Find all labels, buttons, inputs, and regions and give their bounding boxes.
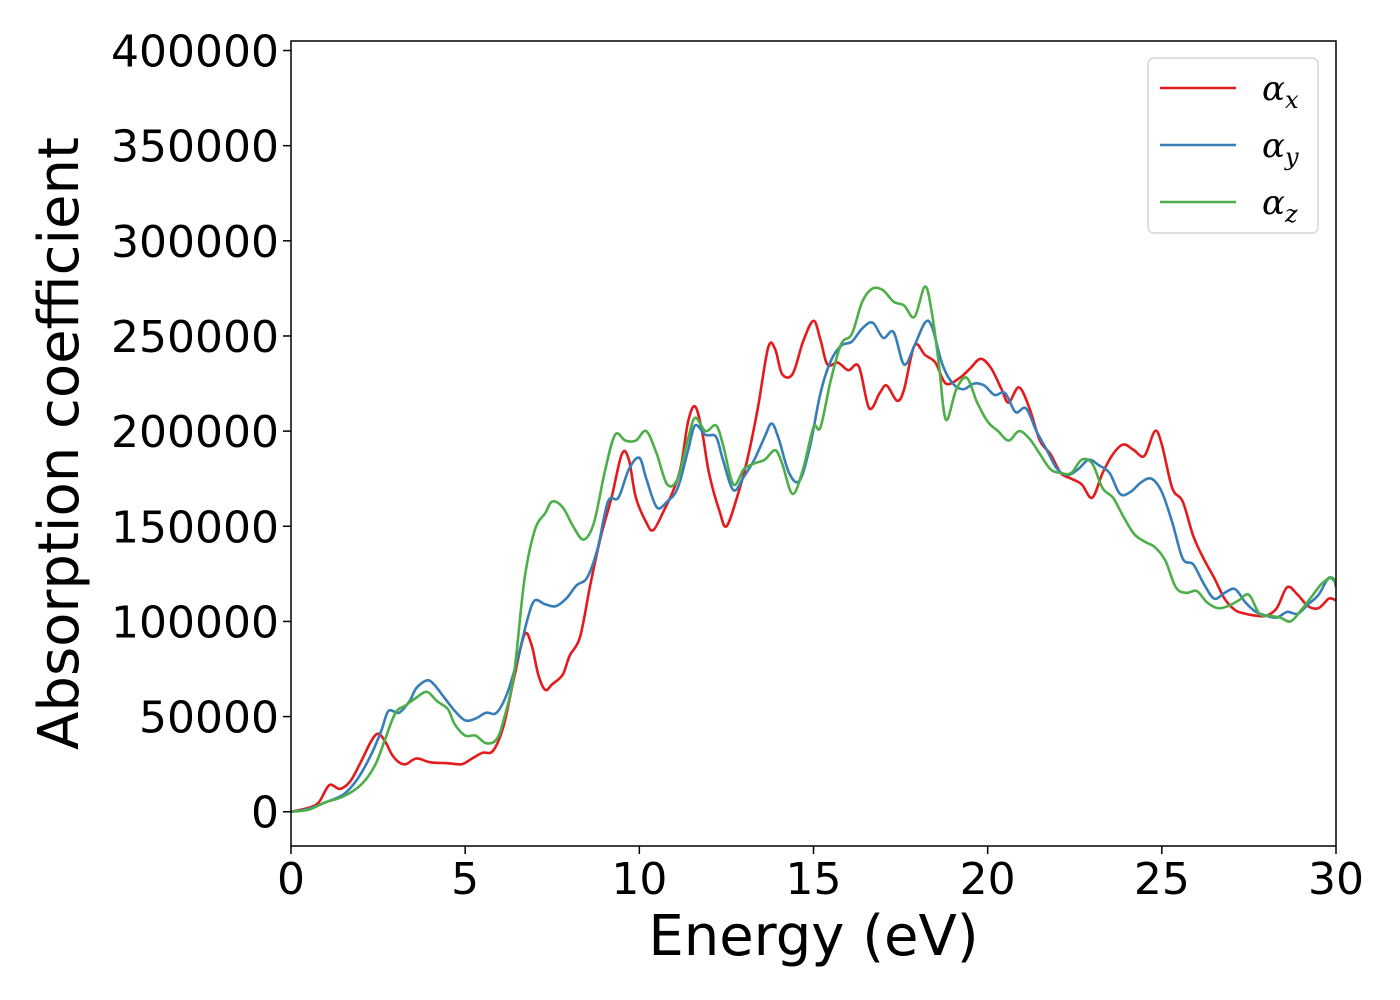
x-axis: 0 5 10 15 20 25 30 bbox=[277, 846, 1364, 905]
x-axis-label: Energy (eV) bbox=[648, 904, 978, 969]
y-tick-label: 350000 bbox=[111, 122, 279, 173]
y-tick-label: 250000 bbox=[111, 312, 279, 363]
x-tick-label: 0 bbox=[277, 854, 305, 905]
y-tick-label: 0 bbox=[251, 788, 279, 839]
y-tick-label: 400000 bbox=[111, 27, 279, 78]
x-tick-label: 30 bbox=[1308, 854, 1364, 905]
y-axis-label: Absorption coefficient bbox=[27, 137, 92, 750]
x-tick-label: 10 bbox=[611, 854, 667, 905]
y-tick-label: 300000 bbox=[111, 217, 279, 268]
x-tick-label: 15 bbox=[786, 854, 842, 905]
series-line-y bbox=[291, 319, 1336, 813]
series-line-x bbox=[291, 319, 1336, 813]
legend-entry-z: αz bbox=[1262, 183, 1298, 228]
plot-lines bbox=[291, 285, 1336, 813]
y-tick-label: 100000 bbox=[111, 597, 279, 648]
y-tick-label: 200000 bbox=[111, 407, 279, 458]
x-tick-label: 5 bbox=[451, 854, 479, 905]
y-tick-label: 50000 bbox=[139, 693, 279, 744]
x-tick-label: 25 bbox=[1134, 854, 1190, 905]
x-tick-label: 20 bbox=[960, 854, 1016, 905]
y-tick-label: 150000 bbox=[111, 502, 279, 553]
series-line-z bbox=[291, 285, 1336, 813]
y-axis: 0 50000 100000 150000 200000 250000 300000 3500… bbox=[111, 27, 291, 839]
